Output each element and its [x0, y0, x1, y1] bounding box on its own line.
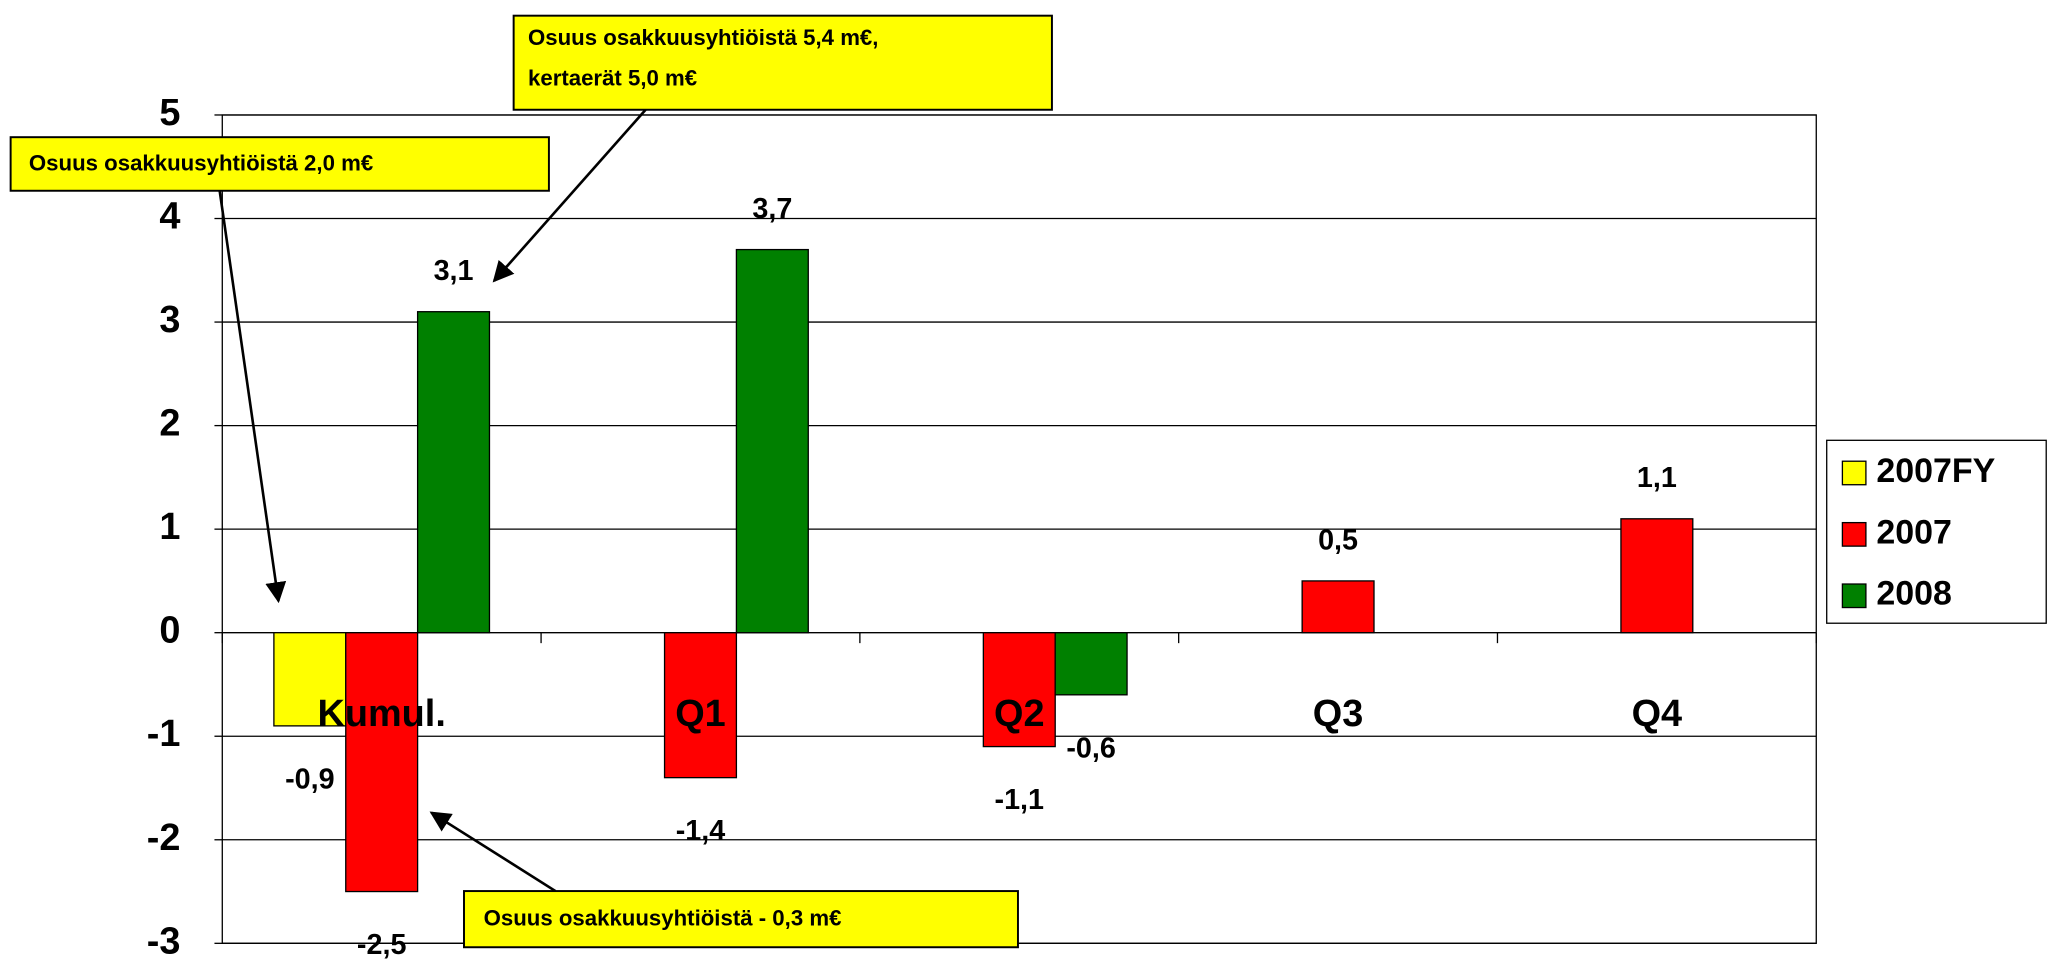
y-tick-label: 1: [159, 506, 180, 548]
y-tick-label: -2: [147, 817, 181, 859]
annotation-text: Osuus osakkuusyhtiöistä 5,4 m€,: [528, 25, 878, 50]
x-tick-label: Q3: [1313, 693, 1364, 735]
x-tick-label: Q2: [994, 693, 1045, 735]
bar: [1620, 518, 1694, 634]
plot-area: -3 -2 -1 0 1 2 3 4 5 -0,9 -2,5 -1,4 -1,1 0,5 1,1 3,1 3,7…: [147, 92, 1817, 962]
legend-label: 2007: [1876, 513, 1952, 551]
annotations: Osuus osakkuusyhtiöistä 5,4 m€, kertaerä…: [9, 14, 1053, 949]
y-tick-label: -1: [147, 713, 181, 755]
annotation-box: [512, 14, 1053, 111]
y-tick-label: 5: [159, 92, 180, 134]
bar: [982, 632, 1056, 748]
data-label: -1,1: [995, 784, 1045, 816]
legend-label: 2008: [1876, 575, 1952, 613]
bar: [1054, 632, 1128, 696]
bar: [416, 311, 491, 634]
data-label: 3,7: [752, 193, 792, 225]
data-label: 1,1: [1637, 462, 1677, 494]
data-label: -2,5: [357, 929, 407, 959]
annotation-text: Osuus osakkuusyhtiöistä - 0,3 m€: [484, 906, 842, 931]
data-label: -0,9: [285, 763, 335, 795]
annotation-text: kertaerät 5,0 m€: [528, 66, 697, 91]
annotation-text: Osuus osakkuusyhtiöistä 2,0 m€: [29, 150, 373, 175]
bar: [663, 632, 738, 779]
legend-swatch: [1841, 460, 1867, 486]
x-tick-label: Q4: [1632, 693, 1683, 735]
legend-swatch: [1841, 521, 1867, 547]
bar: [345, 632, 419, 893]
y-tick-label: -3: [147, 920, 181, 959]
y-tick-label: 0: [159, 610, 180, 652]
annotation-box: [463, 890, 1019, 949]
x-tick-label: Q1: [675, 693, 726, 735]
arrow: [218, 190, 287, 604]
y-tick-label: 2: [159, 403, 180, 445]
legend-swatch: [1841, 583, 1867, 609]
arrow: [429, 811, 557, 893]
bar: [735, 248, 809, 634]
x-tick-label: Kumul.: [318, 693, 446, 735]
y-tick-label: 3: [159, 299, 180, 341]
arrow: [492, 108, 647, 283]
y-tick-label: 4: [159, 196, 180, 238]
annotation-box: [9, 136, 550, 192]
data-label: 0,5: [1318, 524, 1358, 556]
bar: [273, 632, 347, 727]
data-label: -1,4: [676, 815, 726, 847]
data-label: 3,1: [434, 255, 474, 287]
data-label: -0,6: [1066, 732, 1116, 764]
legend-label: 2007FY: [1876, 452, 1995, 490]
bar: [1301, 580, 1375, 634]
